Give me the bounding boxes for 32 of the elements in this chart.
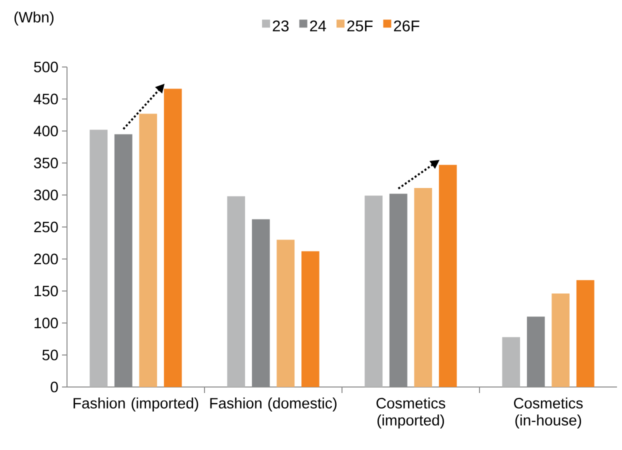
bar xyxy=(301,251,320,387)
y-tick-label: 200 xyxy=(34,254,58,264)
x-tick-label: Fashion (imported) xyxy=(74,398,198,412)
bar xyxy=(90,130,108,387)
bar xyxy=(164,88,182,387)
y-tick-label: 400 xyxy=(34,126,58,136)
legend-label: 23 xyxy=(272,20,289,32)
bar xyxy=(576,280,594,387)
y-tick-label: 350 xyxy=(34,158,58,168)
y-tick-label: 0 xyxy=(50,382,58,392)
bar xyxy=(502,337,520,387)
y-tick-label: 50 xyxy=(42,350,58,360)
y-axis-title: (Wbn) xyxy=(14,11,54,26)
y-tick-label: 450 xyxy=(34,94,58,104)
bar xyxy=(364,196,383,387)
bar xyxy=(276,240,295,387)
bar xyxy=(227,196,246,387)
y-tick-label: 500 xyxy=(34,62,58,72)
x-tick-label: Fashion (domestic) xyxy=(210,398,336,412)
x-tick-label: Cosmetics (imported) xyxy=(376,398,446,428)
y-tick-label: 300 xyxy=(34,190,58,200)
legend-label: 25F xyxy=(347,20,373,32)
y-tick-label: 250 xyxy=(34,222,58,232)
bar xyxy=(552,294,570,387)
x-tick-label: Cosmetics (in-house) xyxy=(514,398,583,428)
legend-label: 24 xyxy=(310,20,326,32)
bar xyxy=(139,114,158,387)
y-tick-label: 150 xyxy=(34,286,58,296)
legend-label: 26F xyxy=(394,20,420,32)
y-tick-label: 100 xyxy=(34,318,58,328)
bar xyxy=(414,188,432,387)
bar xyxy=(438,164,457,387)
